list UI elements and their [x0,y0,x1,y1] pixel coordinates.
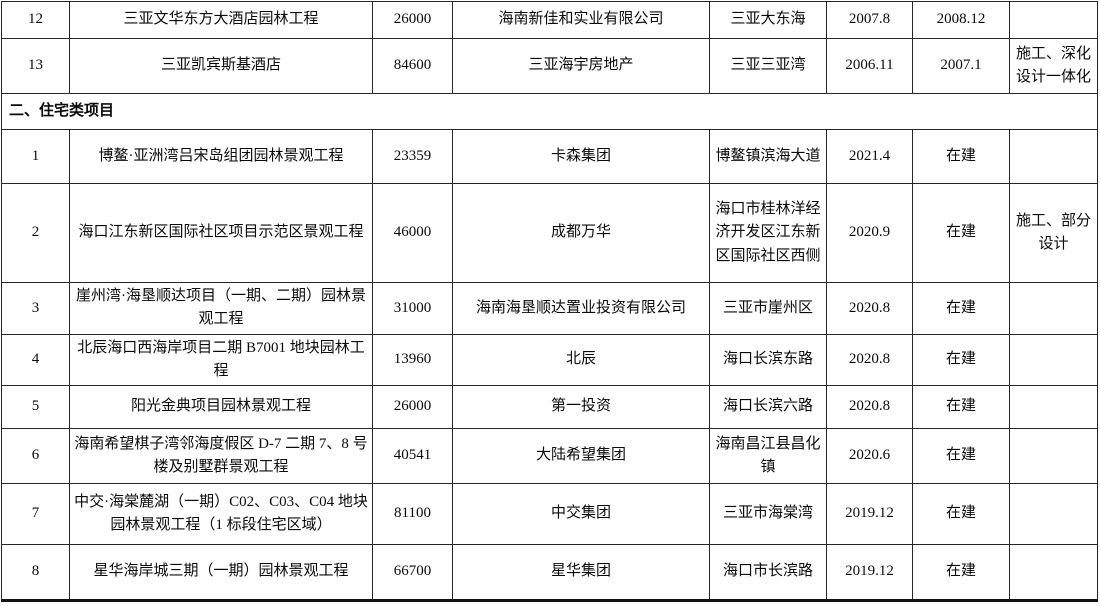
location-cell: 三亚三亚湾 [709,38,827,94]
location-cell: 三亚市崖州区 [709,282,827,335]
location-cell: 海口长滨六路 [709,385,827,429]
amount-cell: 81100 [372,483,453,545]
location-cell: 海南昌江县昌化镇 [709,428,827,484]
end-date-cell: 2007.1 [912,38,1010,94]
start-date-cell: 2006.11 [826,38,913,94]
notes-cell: 施工、部分设计 [1009,183,1098,283]
status-cell: 在建 [912,428,1010,484]
table-row-res-8: 8 星华海岸城三期（一期）园林景观工程 66700 星华集团 海口市长滨路 20… [1,544,1098,601]
row-number-cell: 5 [1,385,70,429]
table-row-res-7: 7 中交·海棠麓湖（一期）C02、C03、C04 地块园林景观工程（1 标段住宅… [1,483,1098,545]
amount-cell: 66700 [372,544,453,601]
project-name-cell: 崖州湾·海垦顺达项目（一期、二期）园林景观工程 [69,282,373,335]
end-date-cell: 2008.12 [912,1,1010,39]
project-name-cell: 中交·海棠麓湖（一期）C02、C03、C04 地块园林景观工程（1 标段住宅区域… [69,483,373,545]
row-number-cell: 8 [1,544,70,601]
amount-cell: 84600 [372,38,453,94]
row-number-cell: 4 [1,333,70,386]
row-number-cell: 12 [1,1,70,39]
company-cell: 海南海垦顺达置业投资有限公司 [452,282,710,335]
project-name-cell: 星华海岸城三期（一期）园林景观工程 [69,544,373,601]
table-row-res-5: 5 阳光金典项目园林景观工程 26000 第一投资 海口长滨六路 2020.8 … [1,385,1098,429]
status-cell: 在建 [912,544,1010,601]
date-cell: 2019.12 [826,483,913,545]
project-name-cell: 博鳌·亚洲湾吕宋岛组团园林景观工程 [69,129,373,184]
table-row-res-1: 1 博鳌·亚洲湾吕宋岛组团园林景观工程 23359 卡森集团 博鳌镇滨海大道 2… [1,129,1098,184]
row-number-cell: 3 [1,282,70,335]
row-number-cell: 2 [1,183,70,283]
location-cell: 海口长滨东路 [709,333,827,386]
company-cell: 星华集团 [452,544,710,601]
amount-cell: 31000 [372,282,453,335]
amount-cell: 23359 [372,129,453,184]
company-cell: 卡森集团 [452,129,710,184]
table-row-hotel-13: 13 三亚凯宾斯基酒店 84600 三亚海宇房地产 三亚三亚湾 2006.11 … [1,38,1098,94]
start-date-cell: 2007.8 [826,1,913,39]
company-cell: 北辰 [452,333,710,386]
amount-cell: 13960 [372,333,453,386]
row-number-cell: 1 [1,129,70,184]
notes-cell [1009,129,1098,184]
table-row-res-2: 2 海口江东新区国际社区项目示范区景观工程 46000 成都万华 海口市桂林洋经… [1,183,1098,283]
notes-cell [1009,385,1098,429]
date-cell: 2020.8 [826,282,913,335]
project-name-cell: 三亚文华东方大酒店园林工程 [69,1,373,39]
row-number-cell: 6 [1,428,70,484]
notes-cell [1009,428,1098,484]
date-cell: 2021.4 [826,129,913,184]
location-cell: 海口市桂林洋经济开发区江东新区国际社区西侧 [709,183,827,283]
notes-cell [1009,1,1098,39]
company-cell: 大陆希望集团 [452,428,710,484]
notes-cell [1009,282,1098,335]
amount-cell: 26000 [372,1,453,39]
location-cell: 三亚市海棠湾 [709,483,827,545]
amount-cell: 46000 [372,183,453,283]
project-name-cell: 海口江东新区国际社区项目示范区景观工程 [69,183,373,283]
status-cell: 在建 [912,333,1010,386]
row-number-cell: 13 [1,38,70,94]
date-cell: 2019.12 [826,544,913,601]
status-cell: 在建 [912,385,1010,429]
location-cell: 三亚大东海 [709,1,827,39]
status-cell: 在建 [912,129,1010,184]
company-cell: 海南新佳和实业有限公司 [452,1,710,39]
status-cell: 在建 [912,183,1010,283]
company-cell: 三亚海宇房地产 [452,38,710,94]
notes-cell [1009,483,1098,545]
company-cell: 第一投资 [452,385,710,429]
date-cell: 2020.8 [826,333,913,386]
table-row-res-3: 3 崖州湾·海垦顺达项目（一期、二期）园林景观工程 31000 海南海垦顺达置业… [1,282,1098,335]
table-row-hotel-12: 12 三亚文华东方大酒店园林工程 26000 海南新佳和实业有限公司 三亚大东海… [1,1,1098,39]
date-cell: 2020.6 [826,428,913,484]
section-header-row: 二、住宅类项目 [1,93,1098,130]
notes-cell [1009,333,1098,386]
section-header: 二、住宅类项目 [1,93,1098,130]
row-number-cell: 7 [1,483,70,545]
amount-cell: 26000 [372,385,453,429]
table-row-res-6: 6 海南希望棋子湾邻海度假区 D-7 二期 7、8 号楼及别墅群景观工程 405… [1,428,1098,484]
date-cell: 2020.8 [826,385,913,429]
location-cell: 海口市长滨路 [709,544,827,601]
status-cell: 在建 [912,282,1010,335]
notes-cell: 施工、深化设计一体化 [1009,38,1098,94]
company-cell: 中交集团 [452,483,710,545]
project-name-cell: 阳光金典项目园林景观工程 [69,385,373,429]
amount-cell: 40541 [372,428,453,484]
status-cell: 在建 [912,483,1010,545]
location-cell: 博鳌镇滨海大道 [709,129,827,184]
company-cell: 成都万华 [452,183,710,283]
project-name-cell: 三亚凯宾斯基酒店 [69,38,373,94]
project-name-cell: 北辰海口西海岸项目二期 B7001 地块园林工程 [69,333,373,386]
date-cell: 2020.9 [826,183,913,283]
notes-cell [1009,544,1098,601]
table-row-res-4: 4 北辰海口西海岸项目二期 B7001 地块园林工程 13960 北辰 海口长滨… [1,333,1098,386]
project-name-cell: 海南希望棋子湾邻海度假区 D-7 二期 7、8 号楼及别墅群景观工程 [69,428,373,484]
